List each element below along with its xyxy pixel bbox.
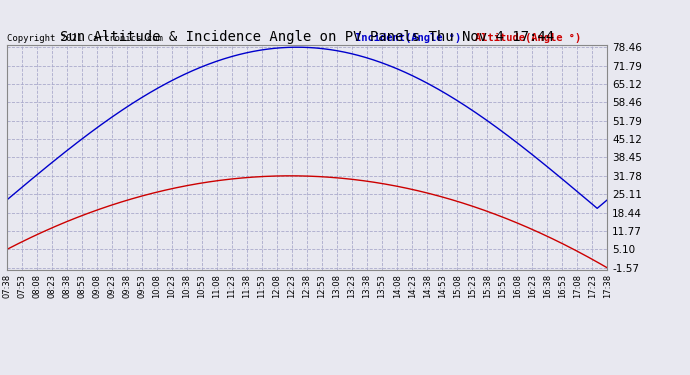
Text: Altitude(Angle °): Altitude(Angle °) (475, 33, 582, 43)
Text: Copyright 2021 Cartronics.com: Copyright 2021 Cartronics.com (7, 34, 163, 43)
Text: Incident(Angle °): Incident(Angle °) (355, 33, 462, 43)
Title: Sun Altitude & Incidence Angle on PV Panels Thu Nov 4 17:44: Sun Altitude & Incidence Angle on PV Pan… (60, 30, 554, 44)
